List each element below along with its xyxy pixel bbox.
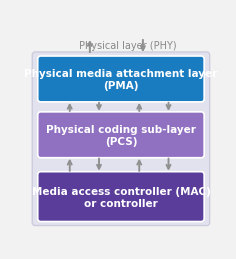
Text: or controller: or controller: [84, 199, 158, 208]
FancyBboxPatch shape: [38, 172, 204, 221]
FancyBboxPatch shape: [38, 112, 204, 158]
Text: (PMA): (PMA): [103, 81, 139, 91]
Text: Physical layer (PHY): Physical layer (PHY): [80, 41, 177, 51]
Text: (PCS): (PCS): [105, 137, 137, 147]
Text: Physical media attachment layer: Physical media attachment layer: [24, 69, 218, 79]
FancyBboxPatch shape: [32, 52, 210, 226]
FancyBboxPatch shape: [38, 56, 204, 102]
Text: Media access controller (MAC): Media access controller (MAC): [32, 187, 210, 197]
Text: Physical coding sub-layer: Physical coding sub-layer: [46, 125, 196, 135]
